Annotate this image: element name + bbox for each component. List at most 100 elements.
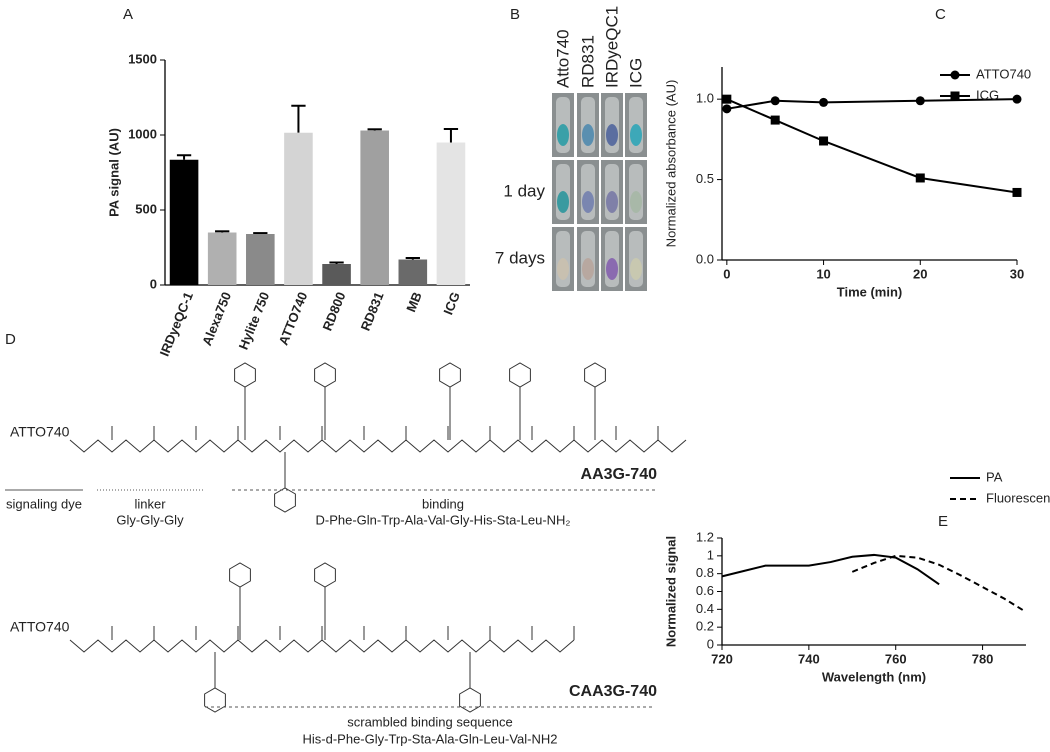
ring xyxy=(459,687,481,713)
x-tick-label: Alexa750 xyxy=(199,290,234,348)
segment-sequence: D-Phe-Gln-Trp-Ala-Val-Gly-His-Sta-Leu-NH… xyxy=(316,512,571,527)
ring xyxy=(314,562,336,588)
legend-label: ATTO740 xyxy=(976,66,1031,81)
y-tick-label: 0.4 xyxy=(696,601,714,616)
y-tick-label: 1.0 xyxy=(696,91,714,106)
tube-liquid xyxy=(630,191,642,213)
dye-label: ATTO740 xyxy=(10,619,70,635)
ring xyxy=(584,362,606,388)
legend-marker xyxy=(950,70,960,80)
ring xyxy=(509,362,531,388)
y-tick-label: 0 xyxy=(150,276,157,291)
ring xyxy=(314,362,336,388)
x-tick-label: 0 xyxy=(723,266,730,281)
series-line xyxy=(726,98,1018,110)
y-tick-label: 1500 xyxy=(128,51,157,66)
x-tick-label: IRDyeQC-1 xyxy=(157,290,196,359)
legend-label: ICG xyxy=(976,87,999,102)
x-tick-label: Hylite 750 xyxy=(236,290,273,352)
x-tick-label: 780 xyxy=(972,651,994,666)
point xyxy=(819,136,829,146)
x-tick-label: 760 xyxy=(885,651,907,666)
column-label: RD831 xyxy=(578,35,597,88)
ring xyxy=(229,562,251,588)
x-tick-label: 30 xyxy=(1010,266,1024,281)
panel-label: E xyxy=(938,513,948,530)
bar xyxy=(246,234,275,285)
bar xyxy=(360,130,389,285)
y-tick-label: 1 xyxy=(707,547,714,562)
y-axis-label: Normalized signal xyxy=(663,536,678,647)
backbone xyxy=(69,439,687,453)
x-tick-label: ATTO740 xyxy=(276,290,311,347)
compound-name: CAA3G-740 xyxy=(569,683,657,700)
tube-liquid xyxy=(606,124,618,146)
x-tick-label: MB xyxy=(403,290,424,314)
tube-liquid xyxy=(630,124,642,146)
point xyxy=(770,115,780,125)
series-line xyxy=(726,98,1018,194)
y-tick-label: 500 xyxy=(135,201,157,216)
series-line xyxy=(851,554,1027,613)
row-label: 7 days xyxy=(495,248,545,267)
y-tick-label: 0.5 xyxy=(696,171,714,186)
ring xyxy=(439,362,461,388)
column-label: IRDyeQC1 xyxy=(602,6,621,88)
tube-liquid xyxy=(557,258,569,280)
dye-label: ATTO740 xyxy=(10,424,70,440)
point xyxy=(722,104,732,114)
tube-liquid xyxy=(557,124,569,146)
backbone xyxy=(69,639,575,653)
bar xyxy=(436,142,466,285)
x-tick-label: ICG xyxy=(440,290,463,317)
tube-liquid xyxy=(557,191,569,213)
x-tick-label: 20 xyxy=(913,266,927,281)
y-tick-label: 0.6 xyxy=(696,583,714,598)
panel-label: C xyxy=(935,6,946,23)
bar xyxy=(284,132,313,285)
y-tick-label: 0.0 xyxy=(696,251,714,266)
ring xyxy=(234,362,256,388)
x-axis-label: Wavelength (nm) xyxy=(822,669,926,684)
x-tick-label: 10 xyxy=(816,266,830,281)
legend-marker xyxy=(950,91,960,101)
point xyxy=(819,97,829,107)
point xyxy=(722,94,732,104)
y-axis-label: PA signal (AU) xyxy=(106,128,121,217)
legend-label: PA xyxy=(986,469,1003,484)
segment-label: scrambled binding sequence xyxy=(347,714,513,729)
x-tick-label: 720 xyxy=(711,651,733,666)
segment-sequence: His-d-Phe-Gly-Trp-Sta-Ala-Gln-Leu-Val-NH… xyxy=(303,731,558,746)
tube-liquid xyxy=(582,191,594,213)
point xyxy=(915,173,925,183)
bar xyxy=(169,159,199,285)
bar xyxy=(398,259,428,285)
column-label: ICG xyxy=(626,58,645,88)
row-label: 1 day xyxy=(503,181,545,200)
compound-name: AA3G-740 xyxy=(581,466,658,483)
x-tick-label: RD831 xyxy=(358,290,387,333)
y-tick-label: 1000 xyxy=(128,126,157,141)
bar xyxy=(322,264,351,285)
bar xyxy=(207,232,237,285)
column-label: Atto740 xyxy=(553,29,572,88)
point xyxy=(770,96,780,106)
ring xyxy=(274,487,296,513)
segment-label: signaling dye xyxy=(6,496,82,511)
tube-liquid xyxy=(606,191,618,213)
y-tick-label: 1.2 xyxy=(696,529,714,544)
panel-label: B xyxy=(510,6,520,23)
ring xyxy=(204,687,226,713)
legend-label: Fluorescence xyxy=(986,490,1050,505)
segment-label: linker xyxy=(134,496,166,511)
tube-liquid xyxy=(582,124,594,146)
x-axis-label: Time (min) xyxy=(837,284,903,299)
panel-label: D xyxy=(5,331,16,348)
point xyxy=(915,96,925,106)
tube-liquid xyxy=(630,258,642,280)
y-tick-label: 0 xyxy=(707,636,714,651)
series-line xyxy=(721,553,940,586)
tube-liquid xyxy=(582,258,594,280)
segment-sequence: Gly-Gly-Gly xyxy=(116,512,184,527)
